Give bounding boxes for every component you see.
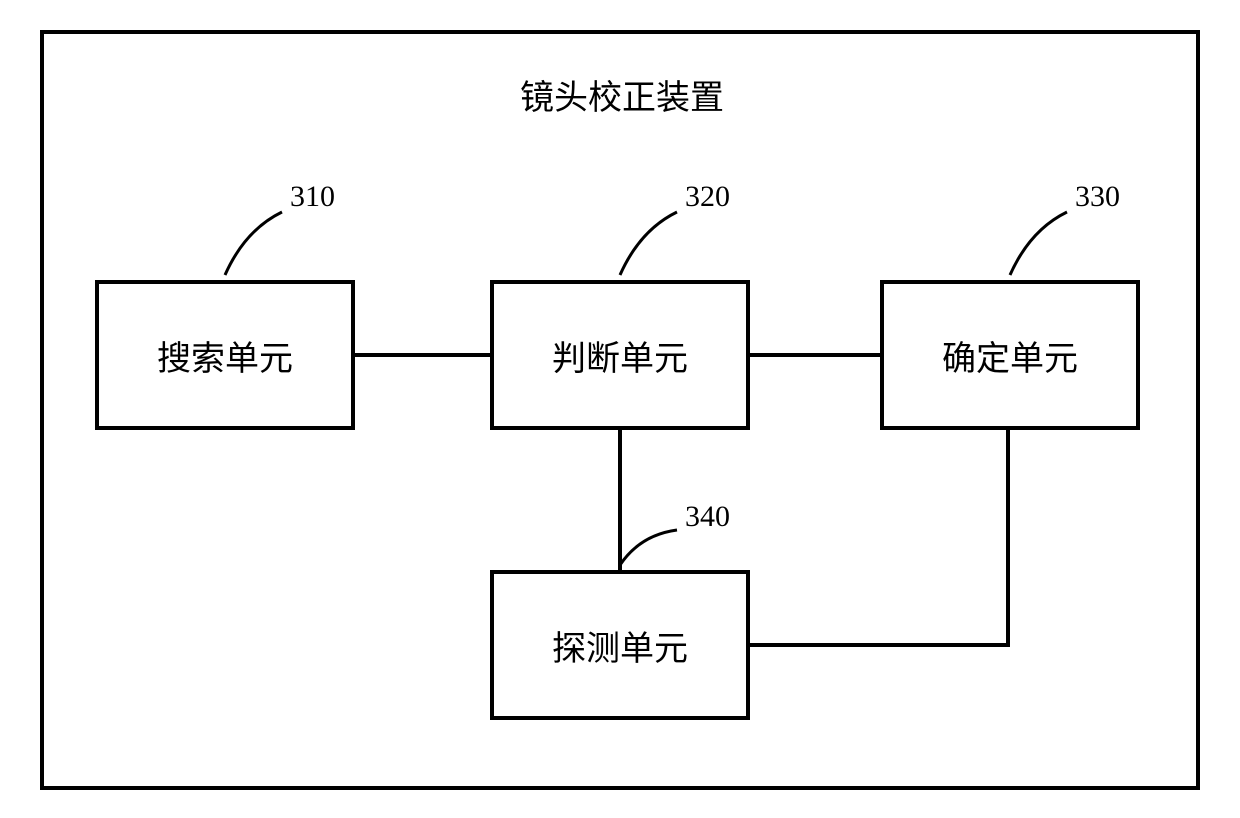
edge-judge-detect — [618, 430, 622, 570]
edge-detect-confirm-h — [750, 643, 1010, 647]
edge-judge-confirm — [750, 353, 880, 357]
leader-340 — [0, 0, 1240, 818]
edge-search-judge — [355, 353, 490, 357]
edge-detect-confirm-v — [1006, 430, 1010, 647]
